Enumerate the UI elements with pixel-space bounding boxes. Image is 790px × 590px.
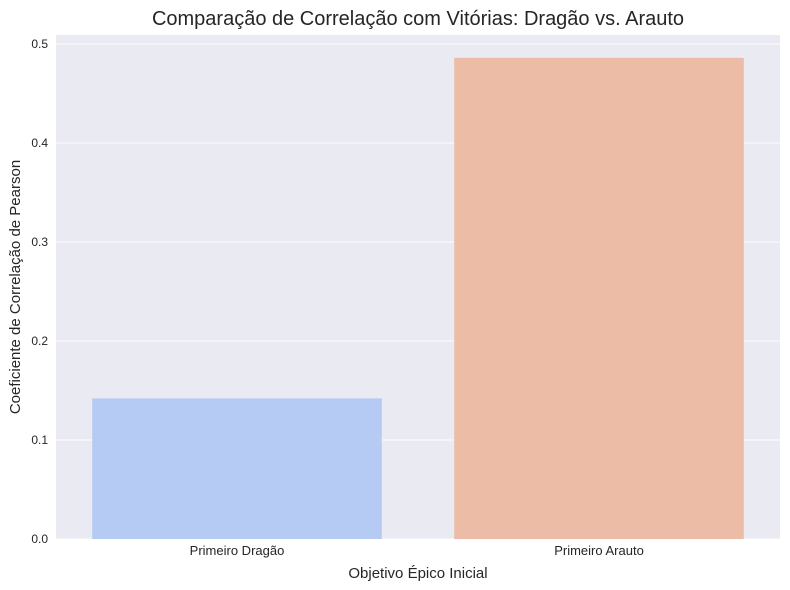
bars xyxy=(92,57,744,540)
bar-primeiro-dragao xyxy=(92,398,382,539)
x-axis-label: Objetivo Épico Inicial xyxy=(348,565,487,582)
x-tick-label: Primeiro Dragão xyxy=(190,543,285,558)
x-tick-label: Primeiro Arauto xyxy=(554,543,644,558)
y-tick-labels: 0.0 0.1 0.2 0.3 0.4 0.5 xyxy=(31,37,48,546)
y-tick-label: 0.0 xyxy=(31,532,48,546)
chart-title: Comparação de Correlação com Vitórias: D… xyxy=(152,8,684,30)
y-tick-label: 0.2 xyxy=(31,334,48,348)
y-tick-label: 0.1 xyxy=(31,433,48,447)
y-axis-label: Coeficiente de Correlação de Pearson xyxy=(7,160,24,414)
bar-primeiro-arauto xyxy=(454,57,744,540)
y-tick-label: 0.3 xyxy=(31,235,48,249)
x-tick-labels: Primeiro Dragão Primeiro Arauto xyxy=(190,543,644,558)
y-tick-label: 0.5 xyxy=(31,37,48,51)
y-tick-label: 0.4 xyxy=(31,136,48,150)
